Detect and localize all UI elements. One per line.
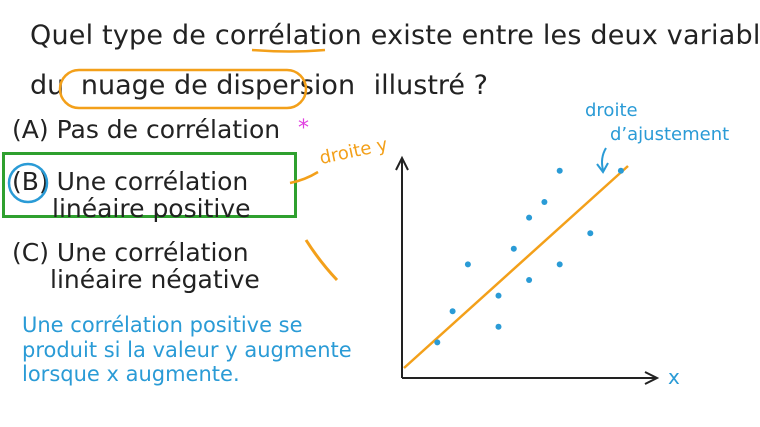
scatter-point — [510, 245, 517, 252]
scatter-point — [449, 308, 456, 315]
y-axis-arrow — [395, 155, 409, 171]
pointer-arrow-head — [596, 162, 609, 174]
annotation-droite: droite — [585, 100, 638, 121]
star-marker: * — [298, 116, 309, 141]
scatter-point — [495, 292, 502, 299]
scatter-point — [526, 214, 533, 221]
explanation-line-1: Une corrélation positive se — [22, 313, 303, 337]
option-a[interactable]: (A) Pas de corrélation — [12, 115, 280, 144]
scatter-point — [541, 199, 548, 205]
option-c[interactable]: (C) Une corrélation — [12, 238, 249, 267]
underline-correlation — [251, 48, 326, 53]
explanation-line-2: produit si la valeur y augmente — [22, 338, 352, 362]
option-a-letter: (A) — [12, 115, 49, 144]
pointer-arrow — [601, 147, 607, 171]
x-axis-label: x — [668, 365, 680, 389]
option-c-line-2: linéaire négative — [50, 265, 260, 294]
scatter-point — [556, 261, 563, 268]
option-c-line-1: Une corrélation — [56, 238, 249, 267]
question-suffix: illustré ? — [373, 70, 488, 101]
scatter-point — [556, 167, 563, 174]
scatter-point — [495, 323, 502, 330]
annotation-ajustement: d’ajustement — [610, 124, 730, 145]
question-prefix: du — [30, 70, 65, 101]
scatter-point — [617, 167, 624, 174]
option-b-line-1: Une corrélation — [56, 167, 249, 196]
circle-option-b — [7, 162, 49, 204]
orange-slash-option-c — [304, 239, 339, 282]
scatter-point — [526, 277, 533, 283]
explanation-line-3: lorsque x augmente. — [22, 362, 240, 386]
circle-nuage-de-dispersion — [58, 68, 308, 110]
question-line-2: du nuage de dispersion illustré ? — [30, 70, 488, 101]
x-axis-arrow — [644, 371, 660, 385]
option-b-highlight-box — [2, 152, 297, 218]
question-circled-term: nuage de dispersion — [80, 70, 356, 101]
scatter-points — [434, 167, 624, 346]
scatter-point — [464, 261, 471, 268]
option-a-text: Pas de corrélation — [56, 115, 281, 144]
question-line-1: Quel type de corrélation existe entre le… — [30, 20, 760, 51]
option-b-line-2: linéaire positive — [52, 194, 251, 223]
orange-pointer-dash — [289, 170, 319, 185]
line-of-best-fit — [403, 165, 629, 369]
option-c-letter: (C) — [12, 238, 49, 267]
scatter-point — [434, 339, 441, 346]
scatter-point — [587, 230, 594, 237]
